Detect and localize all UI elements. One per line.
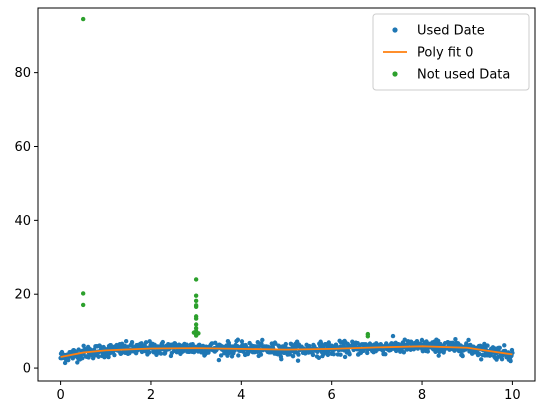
legend-used-date-label: Used Date [417, 24, 485, 39]
used-data-point [365, 350, 370, 356]
used-data-point [383, 351, 388, 357]
used-data-point [236, 353, 241, 358]
used-data-point [310, 352, 316, 358]
used-data-point [436, 353, 441, 358]
used-data-point [287, 352, 293, 357]
used-data-point [273, 341, 278, 346]
used-data-point [158, 351, 164, 356]
used-data-point [147, 350, 152, 355]
used-data-point [296, 352, 301, 357]
used-data-point [453, 337, 458, 342]
used-data-point [401, 350, 407, 355]
used-data-point [96, 354, 101, 359]
used-data-point [338, 352, 343, 357]
legend-poly-fit-label: Poly fit 0 [417, 46, 473, 61]
x-tick-label: 8 [418, 388, 426, 403]
used-data-point [290, 353, 296, 359]
y-tick-label: 20 [14, 288, 31, 303]
used-data-point [497, 345, 502, 350]
not-used-data-point [193, 298, 199, 304]
used-data-point [283, 341, 289, 347]
x-tick-label: 10 [504, 388, 521, 403]
used-data-point [216, 357, 222, 363]
poly-fit-line [60, 345, 513, 358]
not-used-data-point [80, 291, 86, 296]
used-data-point [106, 354, 111, 360]
used-data-point [342, 354, 348, 360]
y-tick-label: 0 [23, 362, 31, 377]
y-tick-label: 80 [14, 66, 31, 81]
y-tick-label: 60 [14, 140, 31, 155]
used-data-point [123, 339, 129, 344]
used-data-point [206, 350, 211, 355]
legend-not-used-data-label: Not used Data [417, 68, 510, 83]
not-used-data-point [193, 293, 199, 298]
x-tick-label: 0 [56, 388, 64, 403]
not-used-data-point [193, 322, 199, 327]
used-data-point [70, 356, 76, 361]
x-tick-label: 2 [147, 388, 155, 403]
used-data-point [508, 358, 513, 364]
not-used-data-point [191, 330, 197, 335]
not-used-data-point [193, 304, 199, 309]
used-data-point [485, 343, 490, 348]
legend: Used Date Poly fit 0 Not used Data [372, 13, 530, 91]
used-data-point [295, 358, 301, 363]
used-data-point [66, 357, 71, 363]
used-data-point [258, 352, 264, 357]
used-data-point [191, 350, 197, 355]
used-data-point [408, 339, 414, 344]
used-data-point [279, 356, 284, 362]
x-tick-label: 6 [328, 388, 336, 403]
used-data-point [80, 356, 85, 361]
used-data-point [143, 340, 149, 345]
used-data-point [62, 360, 68, 366]
legend-used-date-marker [392, 27, 398, 33]
not-used-data-point [193, 316, 199, 321]
used-data-point [218, 353, 224, 358]
used-data-point [420, 349, 426, 354]
axes: 0 2 4 6 8 10 0 20 40 60 80 [14, 7, 536, 403]
legend-box [372, 13, 530, 91]
used-data-point [325, 352, 331, 358]
not-used-data-point [193, 277, 199, 282]
y-tick-label: 40 [14, 214, 31, 229]
used-data-point [129, 340, 135, 345]
used-data-point [235, 337, 241, 342]
used-data-point [331, 351, 336, 357]
legend-not-used-data-marker [392, 71, 398, 77]
plot-area [58, 16, 515, 366]
used-data-point [390, 333, 396, 339]
used-data-point [502, 343, 507, 348]
used-data-point [260, 337, 265, 343]
used-data-point [160, 339, 165, 345]
used-data-point [112, 352, 117, 358]
used-data-point [466, 337, 471, 343]
used-data-point [347, 352, 352, 357]
axes-frame [37, 7, 536, 382]
used-data-point [460, 353, 465, 359]
used-data-point [436, 338, 441, 344]
used-data-point [499, 356, 505, 362]
used-data-point [316, 355, 322, 361]
used-data-point [418, 341, 423, 347]
not-used-data-point [365, 334, 371, 339]
used-data-point [425, 349, 431, 354]
used-data-point [479, 357, 484, 362]
used-data-point [239, 339, 245, 344]
used-data-point [81, 343, 86, 348]
not-used-data-point [196, 331, 201, 336]
not-used-data-point [80, 16, 86, 22]
not-used-data-point [80, 302, 86, 308]
x-tick-label: 4 [237, 388, 245, 403]
